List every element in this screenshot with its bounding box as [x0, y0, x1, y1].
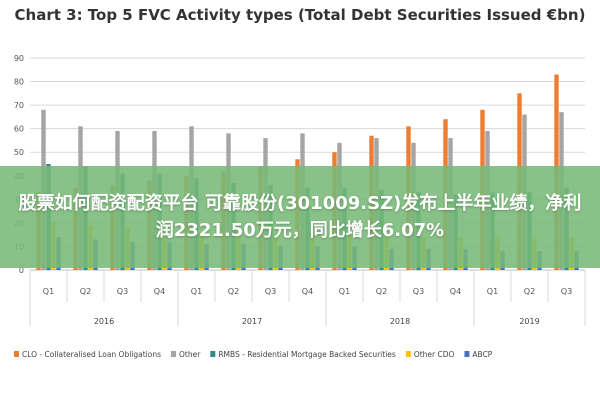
x-tick-label: Q3: [561, 287, 572, 296]
overlay-banner: 股票如何配资配资平台 可靠股份(301009.SZ)发布上半年业绩，净利润232…: [0, 166, 600, 268]
legend-swatch: [405, 351, 411, 357]
legend-swatch: [464, 351, 470, 357]
x-tick-label: Q4: [154, 287, 165, 296]
x-tick-label: Q1: [43, 287, 54, 296]
legend-label: CLO - Collateralised Loan Obligations: [22, 350, 161, 359]
x-tick-label: Q3: [117, 287, 128, 296]
x-tick-label: Q2: [80, 287, 91, 296]
x-tick-label: Q1: [339, 287, 350, 296]
y-tick-label: 90: [14, 54, 24, 63]
x-tick-label: Q3: [265, 287, 276, 296]
legend-label: RMBS - Residential Mortgage Backed Secur…: [218, 350, 396, 359]
legend-label: ABCP: [472, 350, 492, 359]
legend-label: Other CDO: [414, 350, 455, 359]
y-tick-label: 60: [14, 125, 24, 134]
legend-swatch: [171, 351, 177, 357]
legend-swatch: [14, 351, 19, 357]
legend-label: Other: [179, 350, 201, 359]
legend-swatch: [210, 351, 216, 357]
y-tick-label: 0: [19, 266, 24, 275]
x-tick-label: Q1: [191, 287, 202, 296]
x-tick-label: Q2: [376, 287, 387, 296]
year-label: 2017: [242, 317, 262, 326]
y-tick-label: 70: [14, 101, 24, 110]
x-tick-label: Q4: [302, 287, 313, 296]
y-tick-label: 50: [14, 148, 24, 157]
year-label: 2018: [390, 317, 410, 326]
overlay-headline: 股票如何配资配资平台 可靠股份(301009.SZ)发布上半年业绩，净利润232…: [18, 193, 582, 241]
x-tick-label: Q3: [413, 287, 424, 296]
x-tick-label: Q2: [228, 287, 239, 296]
year-label: 2016: [94, 317, 114, 326]
year-labels: 2016 2017 2018 2019: [29, 270, 540, 326]
year-label: 2019: [519, 317, 539, 326]
legend: CLO - Collateralised Loan Obligations Oth…: [14, 350, 493, 359]
x-tick-label: Q2: [524, 287, 535, 296]
chart-title: Chart 3: Top 5 FVC Activity types (Total…: [14, 6, 586, 24]
x-tick-label: Q1: [487, 287, 498, 296]
y-tick-label: 80: [14, 78, 24, 87]
x-tick-label: Q4: [450, 287, 461, 296]
